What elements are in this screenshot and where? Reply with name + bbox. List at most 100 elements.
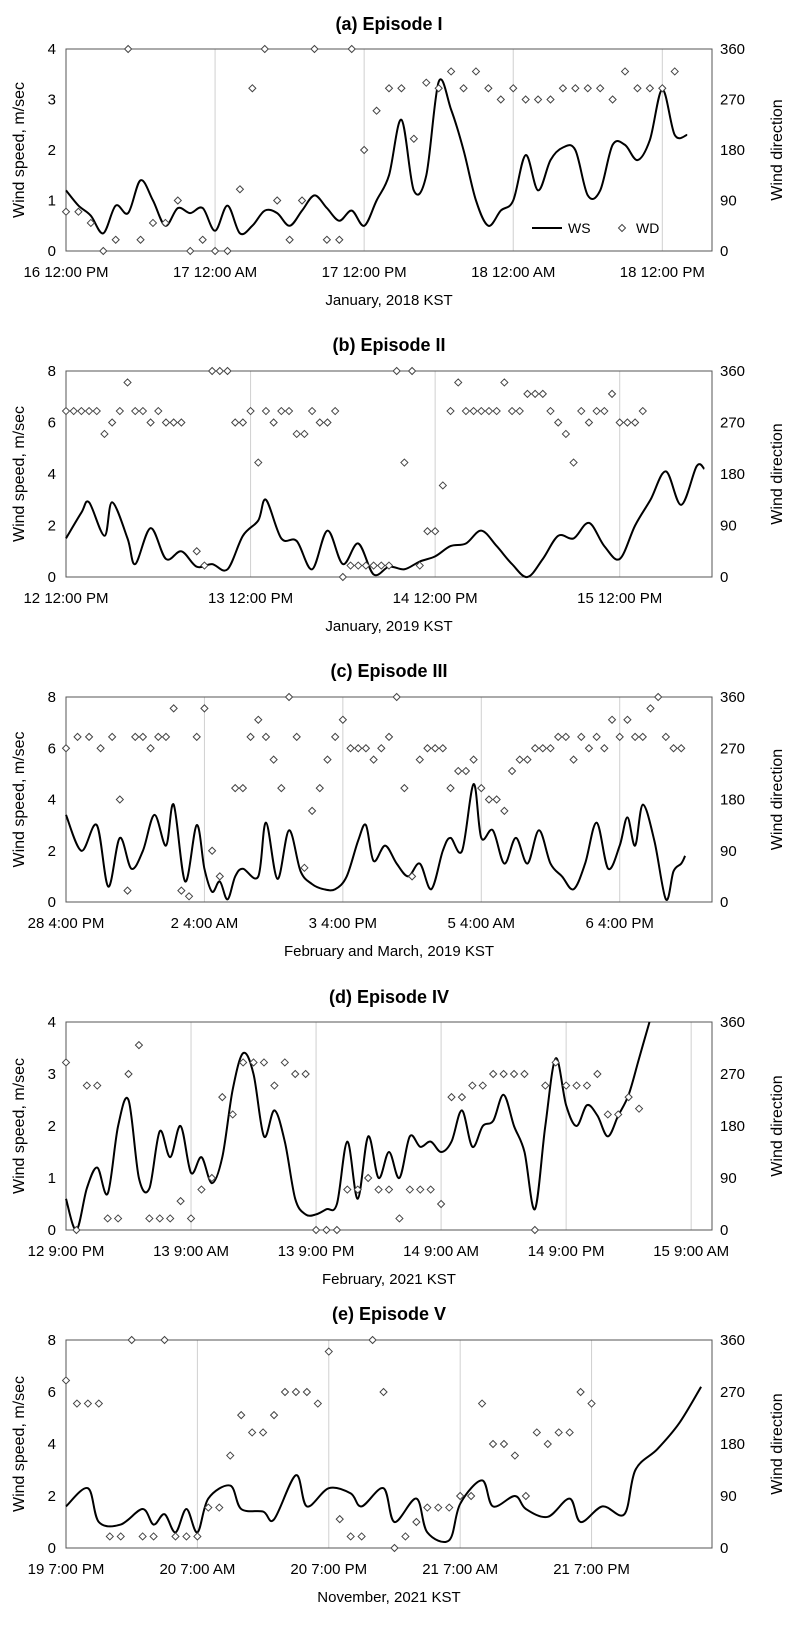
y2-tick-label: 180 (720, 466, 745, 483)
wd-marker (134, 1040, 144, 1050)
y2-tick-label: 360 (720, 689, 745, 706)
wd-marker (653, 692, 663, 702)
x-tick-label: 12 12:00 PM (23, 590, 108, 607)
y-tick-label: 2 (48, 1488, 56, 1505)
wd-marker (323, 755, 332, 764)
wd-marker (623, 715, 632, 724)
wd-marker (530, 389, 540, 399)
wd-marker (61, 1376, 71, 1385)
y-tick-label: 0 (48, 1540, 56, 1557)
wd-marker (238, 418, 248, 427)
y-tick-label: 8 (48, 1332, 56, 1349)
wd-marker (186, 1214, 196, 1223)
y2-tick-label: 90 (720, 1488, 737, 1505)
y-tick-label: 4 (48, 466, 56, 483)
wd-marker (302, 1387, 312, 1397)
wd-marker (492, 795, 501, 804)
wd-marker (670, 67, 679, 76)
wd-marker (546, 744, 555, 753)
wd-marker (523, 389, 532, 399)
wd-marker (658, 84, 667, 93)
wd-marker (461, 406, 471, 416)
wd-marker (377, 744, 386, 753)
wd-marker (346, 1532, 355, 1541)
wd-marker (193, 1532, 202, 1541)
wd-marker (630, 418, 640, 427)
y2-tick-label: 270 (720, 1066, 745, 1083)
wd-marker (369, 561, 378, 570)
y2-tick-label: 180 (720, 142, 745, 159)
y2-tick-label: 360 (720, 1014, 745, 1031)
wd-marker (116, 1532, 125, 1541)
wd-marker (415, 755, 424, 764)
wd-marker (434, 1503, 443, 1512)
wd-marker (361, 561, 371, 570)
wd-marker (346, 561, 355, 570)
wd-marker (215, 366, 225, 376)
wd-marker (468, 1081, 477, 1090)
wd-marker (377, 561, 386, 570)
wd-marker (583, 84, 592, 93)
y-tick-label: 4 (48, 792, 56, 809)
wd-marker (354, 561, 363, 570)
wd-marker (107, 418, 117, 427)
wd-marker (423, 744, 432, 753)
ws-series-line (65, 783, 686, 901)
y-axis-label: Wind speed, m/sec (11, 82, 28, 218)
wd-marker (454, 766, 463, 776)
chart-title: (b) Episode II (332, 335, 445, 355)
wd-marker (280, 1058, 290, 1067)
wd-marker (86, 218, 96, 228)
wd-marker (61, 207, 71, 216)
legend-ws-label: WS (568, 220, 591, 236)
wd-marker (230, 418, 240, 427)
y2-tick-label: 0 (720, 1540, 728, 1557)
wd-marker (400, 783, 409, 793)
wd-marker (446, 67, 456, 76)
wd-marker (249, 1058, 258, 1067)
wd-marker (61, 406, 71, 416)
wd-marker (72, 1399, 82, 1408)
y2-tick-label: 90 (720, 518, 737, 535)
wd-marker (254, 458, 263, 467)
wd-marker (407, 366, 417, 376)
wd-marker (607, 715, 617, 724)
wd-marker (416, 1185, 425, 1194)
y-tick-label: 0 (48, 243, 56, 260)
wd-marker (82, 1081, 92, 1090)
wd-marker (379, 1387, 388, 1397)
wd-marker (400, 458, 409, 467)
wd-marker (669, 744, 678, 753)
wd-marker (546, 406, 555, 416)
wd-marker (374, 1185, 383, 1194)
wd-marker (551, 1058, 560, 1067)
wd-marker (576, 1387, 585, 1397)
wd-marker (454, 378, 463, 387)
wd-marker (146, 744, 155, 753)
wd-marker (301, 1069, 310, 1079)
wd-marker (469, 406, 478, 416)
y2-tick-label: 0 (720, 569, 728, 586)
wd-marker (177, 886, 186, 895)
wd-marker (258, 1428, 268, 1437)
y2-tick-label: 360 (720, 363, 745, 380)
x-tick-label: 14 9:00 AM (403, 1243, 479, 1260)
wd-marker (338, 572, 348, 582)
wd-marker (92, 406, 101, 416)
wd-marker (530, 744, 540, 753)
wd-marker (523, 755, 532, 764)
wd-marker (200, 704, 209, 713)
wd-marker (368, 1335, 377, 1345)
x-tick-label: 18 12:00 AM (471, 264, 555, 281)
wd-marker (615, 418, 624, 427)
wd-marker (235, 185, 245, 194)
wd-marker (615, 732, 624, 742)
wd-marker (353, 1185, 362, 1194)
wd-marker (577, 732, 586, 742)
chart-panel-5: (e) Episode V 0 2 4 6 8 0 90 180 270 360 19 7:00 PM… (11, 1304, 786, 1606)
wd-marker (322, 235, 332, 244)
wd-marker (238, 783, 248, 793)
wd-marker (248, 84, 257, 93)
y2-tick-label: 0 (720, 243, 728, 260)
wd-marker (638, 732, 647, 742)
